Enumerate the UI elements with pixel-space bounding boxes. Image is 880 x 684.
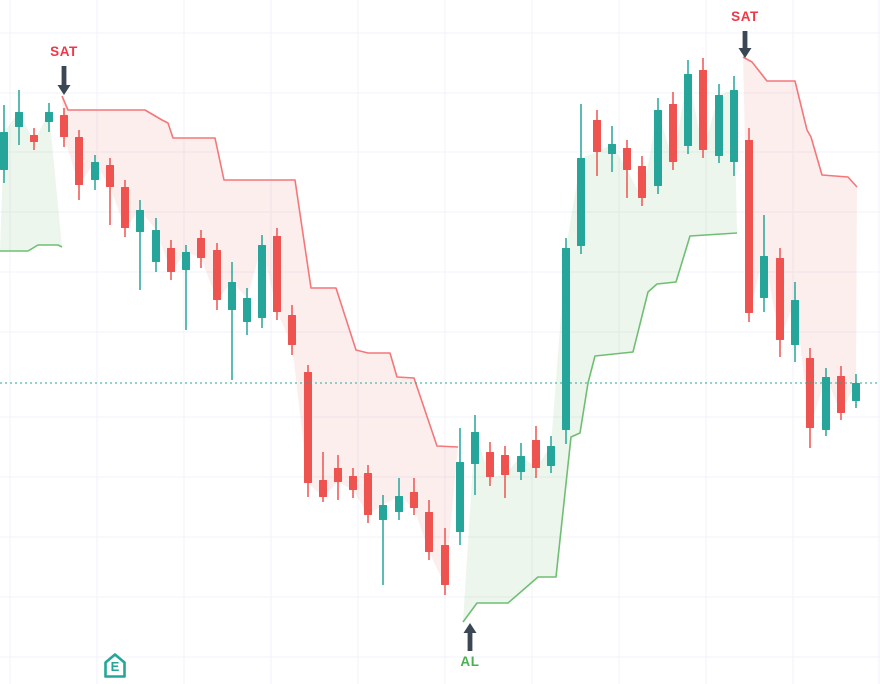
candle-body	[45, 112, 53, 122]
candle-body	[547, 446, 555, 466]
candle-body	[577, 158, 585, 246]
candle-body	[760, 256, 768, 298]
candle-body	[501, 455, 509, 475]
candle-body	[654, 110, 662, 186]
candle-body	[213, 250, 221, 300]
candle-body	[638, 166, 646, 198]
candle-body	[745, 140, 753, 313]
candle-body	[562, 248, 570, 430]
sell-band-line	[61, 95, 459, 448]
candle-body	[410, 492, 418, 508]
candle-body	[608, 144, 616, 154]
candle-body	[91, 162, 99, 180]
sell-band-fill	[62, 96, 458, 585]
candle-body	[425, 512, 433, 552]
candle-body	[228, 282, 236, 310]
candle-body	[30, 135, 38, 142]
candle-body	[136, 210, 144, 232]
candle-body	[776, 258, 784, 340]
buy-band-line	[0, 244, 63, 252]
candle-body	[699, 70, 707, 150]
sell-band-line	[742, 56, 858, 188]
candle-body	[273, 236, 281, 312]
candle-body	[532, 440, 540, 468]
supertrend-bands	[0, 56, 858, 623]
candle-body	[349, 476, 357, 490]
candle-body	[791, 300, 799, 345]
candle-body	[243, 298, 251, 322]
buy-band-fill	[463, 74, 737, 622]
candle-body	[182, 252, 190, 270]
sell-signal-label-2: SAT	[731, 9, 759, 24]
candle-body	[364, 473, 372, 515]
candle-body	[379, 505, 387, 520]
candle-body	[15, 112, 23, 127]
candle-body	[623, 148, 631, 170]
candle-body	[669, 104, 677, 162]
candle-body	[167, 248, 175, 272]
sell-signal-label-1: SAT	[50, 44, 78, 59]
publisher-logo-icon: E	[104, 653, 126, 678]
candle-body	[852, 383, 860, 401]
candle-body	[441, 545, 449, 585]
candles-layer	[0, 58, 860, 595]
sell-arrow-icon	[738, 31, 752, 58]
candle-body	[197, 238, 205, 258]
candle-body	[471, 432, 479, 464]
candle-body	[593, 120, 601, 152]
candle-body	[806, 358, 814, 428]
candle-body	[822, 377, 830, 430]
candle-body	[684, 74, 692, 146]
candle-body	[517, 456, 525, 472]
buy-signal-label: AL	[460, 654, 480, 669]
candle-body	[334, 468, 342, 482]
candle-body	[395, 496, 403, 512]
buy-band-fill	[0, 112, 62, 251]
logo-letter: E	[111, 659, 120, 674]
candle-body	[486, 452, 494, 477]
candle-body	[258, 245, 266, 318]
candle-body	[304, 372, 312, 483]
candle-body	[106, 165, 114, 187]
candle-body	[456, 462, 464, 532]
buy-arrow-icon	[463, 623, 477, 651]
candle-body	[319, 480, 327, 497]
signal-arrows	[57, 31, 752, 651]
candle-body	[75, 137, 83, 185]
buy-band-line	[462, 232, 738, 623]
candle-body	[152, 230, 160, 262]
candle-body	[288, 315, 296, 345]
sell-band-fill	[743, 57, 857, 428]
candle-body	[0, 132, 8, 170]
candle-body	[715, 95, 723, 156]
candle-body	[730, 90, 738, 162]
sell-arrow-icon	[57, 66, 71, 95]
candle-body	[837, 376, 845, 413]
logo-house-shape	[104, 653, 126, 678]
candle-body	[60, 115, 68, 137]
candle-body	[121, 187, 129, 228]
